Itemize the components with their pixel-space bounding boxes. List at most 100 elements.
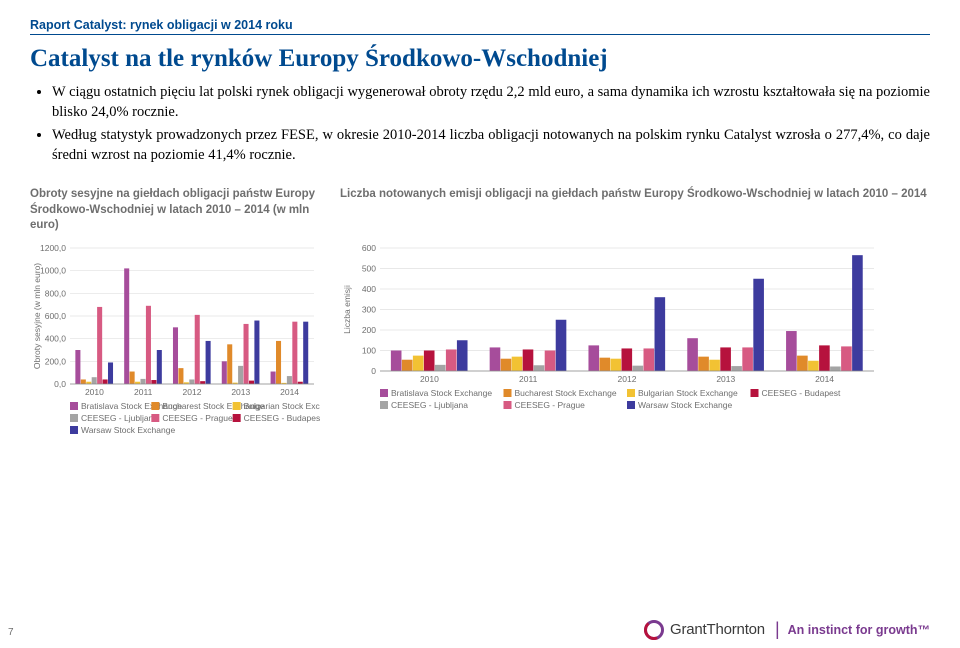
svg-text:Warsaw Stock Exchange: Warsaw Stock Exchange <box>81 425 175 435</box>
svg-text:CEESEG - Prague: CEESEG - Prague <box>162 413 233 423</box>
svg-text:2014: 2014 <box>280 387 299 397</box>
svg-text:2010: 2010 <box>85 387 104 397</box>
bar <box>819 345 830 371</box>
svg-text:2013: 2013 <box>231 387 250 397</box>
svg-text:2012: 2012 <box>618 374 637 384</box>
bar <box>644 348 655 371</box>
svg-text:Obroty sesyjne (w mln euro): Obroty sesyjne (w mln euro) <box>32 262 42 368</box>
bar <box>797 355 808 370</box>
bar <box>227 344 232 384</box>
svg-text:300: 300 <box>362 304 376 314</box>
bar <box>424 350 435 371</box>
bar <box>391 350 402 371</box>
svg-text:500: 500 <box>362 263 376 273</box>
brand-logo-icon <box>644 620 664 640</box>
bullet-item: Według statystyk prowadzonych przez FESE… <box>52 126 930 165</box>
svg-text:CEESEG - Budapest: CEESEG - Budapest <box>244 413 320 423</box>
bar <box>151 380 156 384</box>
bar <box>244 324 249 384</box>
svg-text:400,0: 400,0 <box>45 333 67 343</box>
bar <box>545 350 556 371</box>
bar <box>81 379 86 384</box>
bar <box>195 315 200 384</box>
bar <box>108 362 113 384</box>
bar <box>556 320 567 371</box>
svg-text:2011: 2011 <box>134 387 153 397</box>
svg-text:CEESEG - Budapest: CEESEG - Budapest <box>762 388 842 398</box>
svg-text:Bucharest Stock Exchange: Bucharest Stock Exchange <box>515 388 617 398</box>
svg-text:Liczba emisji: Liczba emisji <box>342 285 352 334</box>
bar <box>655 297 666 371</box>
svg-text:2013: 2013 <box>716 374 735 384</box>
bar <box>249 380 254 383</box>
svg-text:Bratislava Stock Exchange: Bratislava Stock Exchange <box>391 388 492 398</box>
bar <box>490 347 501 371</box>
svg-text:2012: 2012 <box>183 387 202 397</box>
bar <box>271 371 276 383</box>
svg-text:CEESEG - Ljubljana: CEESEG - Ljubljana <box>391 400 468 410</box>
bar <box>178 368 183 384</box>
bar <box>189 379 194 384</box>
bar <box>130 371 135 383</box>
bar <box>731 366 742 371</box>
svg-text:CEESEG - Prague: CEESEG - Prague <box>515 400 586 410</box>
brand-logo: GrantThornton | An instinct for growth™ <box>644 619 930 640</box>
bar <box>523 349 534 371</box>
svg-text:800,0: 800,0 <box>45 288 67 298</box>
svg-text:100: 100 <box>362 345 376 355</box>
bar <box>206 341 211 384</box>
svg-text:Bulgarian Stock Exchange: Bulgarian Stock Exchange <box>244 401 320 411</box>
bar <box>808 361 819 371</box>
bar <box>402 360 413 371</box>
svg-text:600: 600 <box>362 243 376 253</box>
page-number: 7 <box>8 627 14 638</box>
bar <box>103 379 108 384</box>
bar <box>742 347 753 371</box>
bar <box>501 358 512 370</box>
bar <box>841 346 852 371</box>
svg-text:2014: 2014 <box>815 374 834 384</box>
bar <box>633 365 644 370</box>
chart2-issues: 0100200300400500600Liczba emisji20102011… <box>340 242 880 417</box>
bar <box>287 376 292 384</box>
bar <box>852 255 863 371</box>
svg-text:200: 200 <box>362 325 376 335</box>
bar <box>709 360 720 371</box>
svg-text:Bulgarian Stock Exchange: Bulgarian Stock Exchange <box>638 388 738 398</box>
bar <box>687 338 698 371</box>
bar <box>457 340 468 371</box>
bar <box>254 320 259 383</box>
bar <box>413 355 424 370</box>
bar <box>720 347 731 371</box>
svg-text:1000,0: 1000,0 <box>40 265 66 275</box>
bar <box>75 350 80 384</box>
bar <box>610 358 621 370</box>
brand-logo-sep: | <box>775 619 780 640</box>
brand-logo-text: GrantThornton <box>670 621 765 638</box>
brand-logo-tagline: An instinct for growth™ <box>788 623 930 637</box>
bar <box>512 356 523 370</box>
svg-text:2011: 2011 <box>519 374 538 384</box>
bar <box>276 341 281 384</box>
bar <box>97 307 102 384</box>
bar <box>622 348 633 371</box>
bar <box>200 381 205 384</box>
bar <box>753 279 764 371</box>
bar <box>303 321 308 383</box>
bullet-item: W ciągu ostatnich pięciu lat polski ryne… <box>52 83 930 122</box>
bar <box>534 365 545 371</box>
svg-text:2010: 2010 <box>420 374 439 384</box>
chart1-turnover: 0,0 200,0 400,0 600,0 800,0 1000,0 1200,0 Obrot… <box>30 242 320 442</box>
bar <box>588 345 599 371</box>
bar <box>292 321 297 383</box>
bar <box>698 356 709 370</box>
svg-text:200,0: 200,0 <box>45 356 67 366</box>
svg-text:600,0: 600,0 <box>45 311 67 321</box>
bar <box>446 349 457 371</box>
svg-text:1200,0: 1200,0 <box>40 243 66 253</box>
bar <box>238 366 243 384</box>
body-text: W ciągu ostatnich pięciu lat polski ryne… <box>30 83 930 165</box>
bar <box>124 268 129 384</box>
running-head: Raport Catalyst: rynek obligacji w 2014 … <box>30 18 930 35</box>
svg-text:0,0: 0,0 <box>54 379 66 389</box>
